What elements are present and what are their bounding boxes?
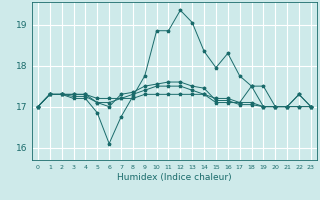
X-axis label: Humidex (Indice chaleur): Humidex (Indice chaleur) xyxy=(117,173,232,182)
